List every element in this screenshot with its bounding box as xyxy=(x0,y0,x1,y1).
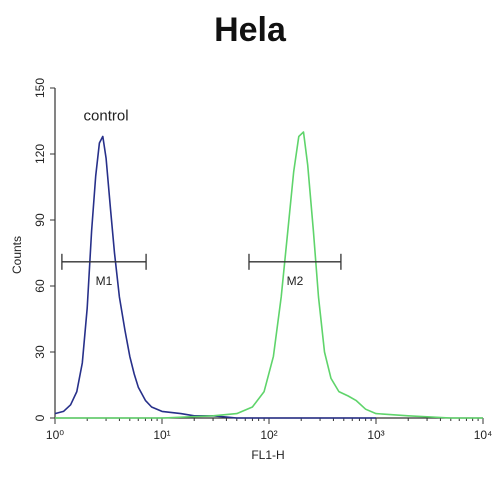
x-tick-label: 10⁰ xyxy=(46,428,64,442)
y-axis-label: Counts xyxy=(10,236,24,274)
series-line xyxy=(55,131,483,419)
y-tick-label: 120 xyxy=(33,144,47,164)
y-tick-label: 0 xyxy=(33,414,47,421)
y-tick-label: 150 xyxy=(33,78,47,98)
marker-label: M2 xyxy=(287,274,304,288)
chart-title: Hela xyxy=(214,11,287,49)
y-tick-label: 90 xyxy=(33,213,47,227)
y-tick-label: 30 xyxy=(33,345,47,359)
x-tick-label: 10¹ xyxy=(153,428,170,442)
x-tick-label: 10³ xyxy=(367,428,384,442)
x-tick-label: 10² xyxy=(260,428,277,442)
marker-label: M1 xyxy=(96,274,113,288)
y-tick-label: 60 xyxy=(33,279,47,293)
annotation: control xyxy=(84,108,129,125)
x-tick-label: 10⁴ xyxy=(474,428,493,442)
x-axis-label: FL1-H xyxy=(251,448,284,462)
